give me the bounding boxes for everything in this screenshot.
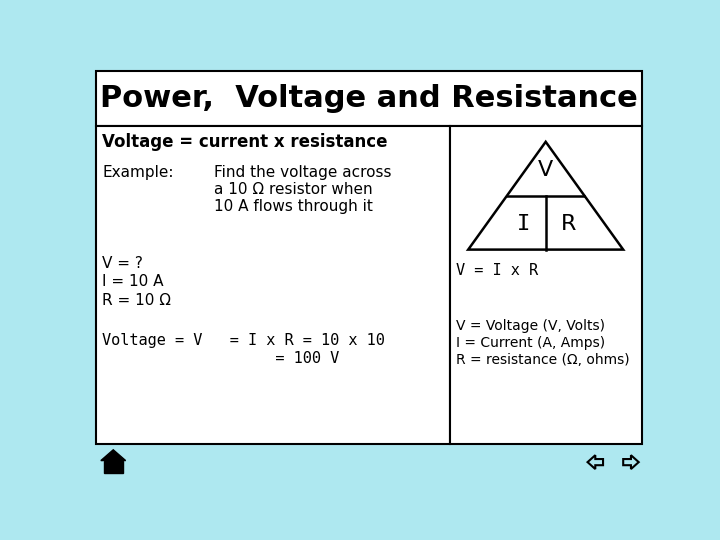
Bar [96,126,449,444]
Text: I: I [516,214,530,234]
Text: I = 10 A: I = 10 A [102,274,164,289]
Text: Example:: Example: [102,165,174,180]
Text: Power,  Voltage and Resistance: Power, Voltage and Resistance [100,84,638,113]
Text: V = ?: V = ? [102,256,143,271]
Text: V = Voltage (V, Volts): V = Voltage (V, Volts) [456,319,605,333]
Polygon shape [104,461,122,473]
Text: Voltage = V   = I x R = 10 x 10: Voltage = V = I x R = 10 x 10 [102,333,385,348]
Text: R = 10 Ω: R = 10 Ω [102,293,171,308]
Text: V: V [538,160,554,180]
Polygon shape [101,450,126,461]
Text: 10 A flows through it: 10 A flows through it [214,199,373,214]
Polygon shape [624,455,639,469]
Text: Find the voltage across: Find the voltage across [214,165,392,180]
Text: a 10 Ω resistor when: a 10 Ω resistor when [214,182,373,197]
Text: R = resistance (Ω, ohms): R = resistance (Ω, ohms) [456,353,629,367]
Bar [96,71,642,126]
Polygon shape [468,142,624,249]
Text: Voltage = current x resistance: Voltage = current x resistance [102,132,388,151]
Text: V = I x R: V = I x R [456,264,538,279]
Polygon shape [588,455,603,469]
Text: I = Current (A, Amps): I = Current (A, Amps) [456,336,605,350]
Text: = 100 V: = 100 V [102,351,340,366]
Bar [449,126,642,444]
Text: R: R [560,214,576,234]
